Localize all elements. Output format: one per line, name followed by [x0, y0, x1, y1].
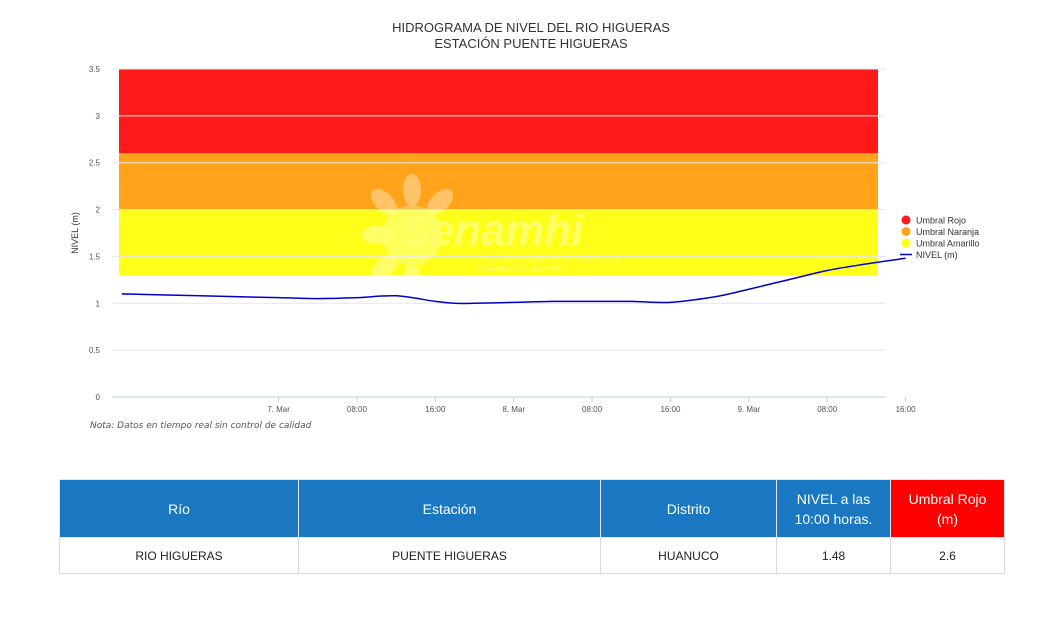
chart-title: HIDROGRAMA DE NIVEL DEL RIO HIGUERAS — [392, 20, 670, 35]
legend-label: Umbral Rojo — [916, 216, 966, 226]
header-nivel: NIVEL a las 10:00 horas. — [776, 479, 891, 538]
threshold-band-1 — [119, 153, 878, 210]
table-row: RIO HIGUERAS PUENTE HIGUERAS HUANUCO 1.4… — [59, 537, 1005, 574]
x-tick-label: 7. Mar — [267, 405, 290, 414]
x-tick-label: 16:00 — [896, 405, 917, 414]
threshold-band-2 — [119, 209, 878, 276]
header-distrito: Distrito — [600, 479, 777, 538]
y-tick-label: 2.5 — [89, 159, 101, 168]
legend-item-threshold-1[interactable]: Umbral Naranja — [901, 227, 980, 237]
x-tick-label: 08:00 — [347, 405, 368, 414]
x-tick-label: 08:00 — [817, 405, 838, 414]
header-umbral-rojo: Umbral Rojo (m) — [890, 479, 1005, 538]
station-table: Río Estación Distrito NIVEL a las 10:00 … — [59, 479, 1005, 574]
threshold-band-0 — [119, 69, 878, 154]
legend-label: Umbral Naranja — [916, 227, 979, 237]
x-tick-label: 8. Mar — [502, 405, 525, 414]
cell-rio: RIO HIGUERAS — [59, 537, 299, 574]
legend-label: NIVEL (m) — [916, 250, 958, 260]
x-tick-label: 9. Mar — [737, 405, 760, 414]
sun-logo-icon — [362, 174, 453, 296]
legend-swatch — [901, 238, 911, 248]
y-axis-label: NIVEL (m) — [70, 212, 80, 254]
chart-svg: HIDROGRAMA DE NIVEL DEL RIO HIGUERAS EST… — [70, 20, 980, 414]
chart-subtitle: ESTACIÓN PUENTE HIGUERAS — [434, 36, 628, 51]
watermark-brand: Senamhi — [400, 206, 584, 255]
x-tick-label: 16:00 — [660, 405, 681, 414]
x-tick-label: 16:00 — [425, 405, 446, 414]
legend-swatch — [901, 215, 911, 225]
hydrograph-chart: HIDROGRAMA DE NIVEL DEL RIO HIGUERAS EST… — [70, 20, 980, 414]
legend-item-nivel[interactable]: NIVEL (m) — [900, 250, 958, 260]
y-tick-label: 3.5 — [89, 65, 101, 74]
legend-label: Umbral Amarillo — [916, 239, 980, 249]
legend-item-threshold-2[interactable]: Umbral Amarillo — [901, 238, 980, 249]
series-line-nivel — [121, 257, 906, 305]
watermark-line2: E HIDROLOGÍA DEL PERÚ — [478, 264, 566, 273]
header-rio: Río — [59, 479, 299, 538]
legend-swatch — [901, 227, 911, 236]
y-tick-label: 3 — [96, 112, 101, 121]
watermark-line1: SERVICIO NACIONAL DE METEOROLOGÍA — [478, 255, 620, 264]
cell-estacion: PUENTE HIGUERAS — [298, 537, 601, 574]
senamhi-watermark: Senamhi SERVICIO NACIONAL DE METEOROLOGÍ… — [362, 174, 620, 296]
cell-nivel: 1.48 — [776, 537, 891, 574]
y-tick-label: 0.5 — [89, 346, 101, 355]
y-tick-label: 0 — [96, 393, 101, 402]
x-tick-label: 08:00 — [582, 405, 603, 414]
legend-item-threshold-0[interactable]: Umbral Rojo — [901, 215, 967, 226]
cell-umbral-rojo: 2.6 — [890, 537, 1005, 574]
y-tick-label: 1.5 — [89, 252, 101, 261]
y-tick-label: 2 — [96, 206, 101, 215]
cell-distrito: HUANUCO — [600, 537, 777, 574]
data-quality-note: Nota: Datos en tiempo real sin control d… — [90, 421, 312, 431]
table-header-row: Río Estación Distrito NIVEL a las 10:00 … — [59, 479, 1005, 538]
header-estacion: Estación — [298, 479, 601, 538]
y-tick-label: 1 — [96, 299, 101, 308]
